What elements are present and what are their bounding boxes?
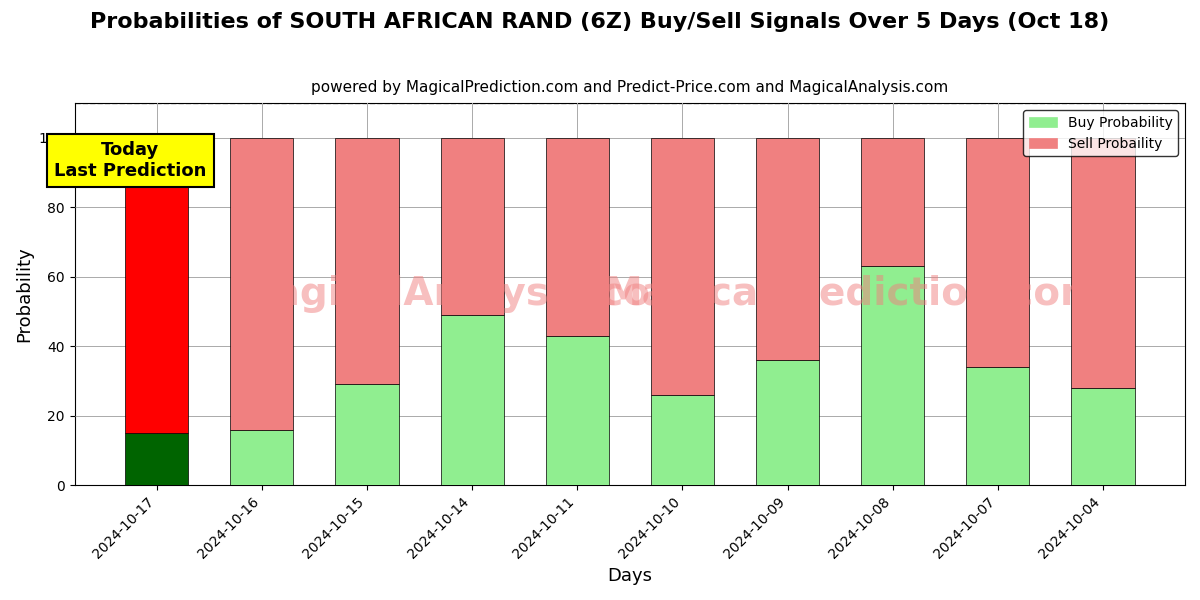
Text: Probabilities of SOUTH AFRICAN RAND (6Z) Buy/Sell Signals Over 5 Days (Oct 18): Probabilities of SOUTH AFRICAN RAND (6Z)… — [90, 12, 1110, 32]
Bar — [1072, 138, 1134, 388]
Bar — [336, 385, 398, 485]
Bar — [125, 433, 188, 485]
Bar — [336, 138, 398, 385]
Title: powered by MagicalPrediction.com and Predict-Price.com and MagicalAnalysis.com: powered by MagicalPrediction.com and Pre… — [311, 80, 948, 95]
X-axis label: Days: Days — [607, 567, 653, 585]
Text: Today
Last Prediction: Today Last Prediction — [54, 141, 206, 180]
Bar — [650, 395, 714, 485]
Bar — [756, 360, 820, 485]
Legend: Buy Probability, Sell Probaility: Buy Probability, Sell Probaility — [1024, 110, 1178, 156]
Bar — [862, 138, 924, 266]
Bar — [650, 138, 714, 395]
Bar — [756, 138, 820, 360]
Bar — [966, 138, 1030, 367]
Text: MagicalPrediction.com: MagicalPrediction.com — [604, 275, 1100, 313]
Bar — [546, 336, 608, 485]
Bar — [546, 138, 608, 336]
Y-axis label: Probability: Probability — [16, 246, 34, 342]
Bar — [440, 315, 504, 485]
Bar — [440, 138, 504, 315]
Bar — [230, 138, 293, 430]
Bar — [125, 138, 188, 433]
Bar — [966, 367, 1030, 485]
Bar — [862, 266, 924, 485]
Text: MagicalAnalysis.com: MagicalAnalysis.com — [235, 275, 691, 313]
Bar — [230, 430, 293, 485]
Bar — [1072, 388, 1134, 485]
